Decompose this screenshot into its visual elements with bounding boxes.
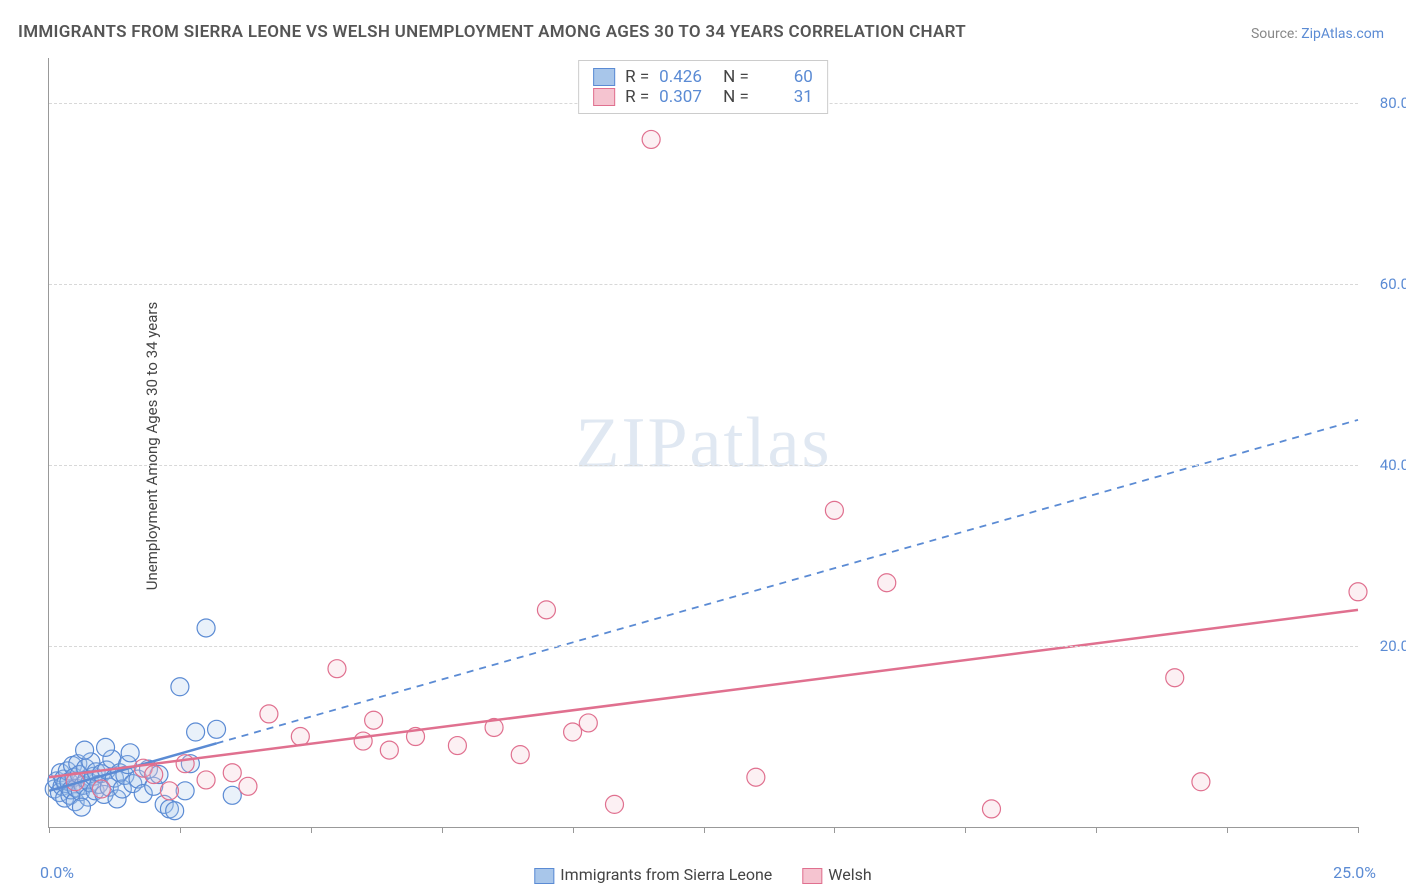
x-axis-min-label: 0.0% bbox=[40, 863, 74, 882]
data-point bbox=[239, 777, 257, 795]
data-point bbox=[97, 738, 115, 756]
data-point bbox=[1166, 669, 1184, 687]
data-point bbox=[223, 764, 241, 782]
data-point bbox=[564, 723, 582, 741]
data-point bbox=[121, 744, 139, 762]
r-value: 0.426 bbox=[659, 67, 713, 87]
chart-container: IMMIGRANTS FROM SIERRA LEONE VS WELSH UN… bbox=[0, 0, 1406, 892]
gridline-h bbox=[49, 646, 1358, 647]
y-tick-label: 40.0% bbox=[1380, 456, 1406, 474]
y-tick-label: 60.0% bbox=[1380, 275, 1406, 293]
series-legend-item: Welsh bbox=[802, 865, 871, 884]
data-point bbox=[1349, 583, 1367, 601]
data-point bbox=[291, 728, 309, 746]
stats-legend-row: R = 0.307 N = 31 bbox=[593, 87, 813, 107]
trendline bbox=[217, 420, 1358, 743]
data-point bbox=[92, 780, 110, 798]
data-point bbox=[642, 130, 660, 148]
source-attribution: Source: ZipAtlas.com bbox=[1251, 26, 1384, 42]
n-value: 31 bbox=[759, 87, 813, 107]
data-point bbox=[579, 714, 597, 732]
data-point bbox=[380, 741, 398, 759]
data-point bbox=[197, 771, 215, 789]
data-point bbox=[354, 732, 372, 750]
x-tick bbox=[311, 827, 312, 833]
plot-area: ZIPatlas 20.0%40.0%60.0%80.0% bbox=[48, 58, 1358, 828]
data-point bbox=[825, 501, 843, 519]
data-point bbox=[76, 741, 94, 759]
y-tick-label: 80.0% bbox=[1380, 94, 1406, 112]
x-tick bbox=[180, 827, 181, 833]
gridline-h bbox=[49, 284, 1358, 285]
gridline-h bbox=[49, 465, 1358, 466]
y-tick-label: 20.0% bbox=[1380, 637, 1406, 655]
data-point bbox=[260, 705, 278, 723]
data-point bbox=[328, 660, 346, 678]
data-point bbox=[223, 786, 241, 804]
data-point bbox=[171, 678, 189, 696]
data-point bbox=[208, 720, 226, 738]
data-point bbox=[448, 737, 466, 755]
data-point bbox=[166, 802, 184, 820]
source-link[interactable]: ZipAtlas.com bbox=[1301, 26, 1384, 42]
x-axis-max-label: 25.0% bbox=[1333, 863, 1376, 882]
series-legend: Immigrants from Sierra Leone Welsh bbox=[534, 865, 871, 884]
data-point bbox=[747, 768, 765, 786]
n-label: N = bbox=[723, 87, 749, 107]
r-label: R = bbox=[625, 67, 649, 87]
r-label: R = bbox=[625, 87, 649, 107]
data-point bbox=[878, 574, 896, 592]
series-legend-item: Immigrants from Sierra Leone bbox=[534, 865, 772, 884]
chart-title: IMMIGRANTS FROM SIERRA LEONE VS WELSH UN… bbox=[18, 22, 966, 42]
trendline bbox=[49, 610, 1358, 777]
stats-legend-row: R = 0.426 N = 60 bbox=[593, 67, 813, 87]
data-point bbox=[982, 800, 1000, 818]
data-point bbox=[197, 619, 215, 637]
data-point bbox=[145, 766, 163, 784]
stats-legend: R = 0.426 N = 60 R = 0.307 N = 31 bbox=[578, 60, 828, 114]
data-point bbox=[511, 746, 529, 764]
x-tick bbox=[965, 827, 966, 833]
legend-swatch bbox=[534, 868, 554, 884]
x-tick bbox=[1227, 827, 1228, 833]
data-point bbox=[72, 798, 90, 816]
scatter-svg bbox=[49, 58, 1358, 827]
series-legend-label: Immigrants from Sierra Leone bbox=[560, 865, 772, 884]
n-value: 60 bbox=[759, 67, 813, 87]
legend-swatch bbox=[802, 868, 822, 884]
data-point bbox=[605, 795, 623, 813]
n-label: N = bbox=[723, 67, 749, 87]
data-point bbox=[537, 601, 555, 619]
data-point bbox=[365, 711, 383, 729]
x-tick bbox=[1096, 827, 1097, 833]
x-tick bbox=[442, 827, 443, 833]
x-tick bbox=[834, 827, 835, 833]
data-point bbox=[1192, 773, 1210, 791]
x-tick bbox=[49, 827, 50, 833]
data-point bbox=[187, 723, 205, 741]
series-legend-label: Welsh bbox=[828, 865, 871, 884]
legend-swatch bbox=[593, 68, 615, 86]
data-point bbox=[176, 755, 194, 773]
data-point bbox=[160, 782, 178, 800]
x-tick bbox=[704, 827, 705, 833]
source-prefix: Source: bbox=[1251, 26, 1301, 42]
x-tick bbox=[573, 827, 574, 833]
r-value: 0.307 bbox=[659, 87, 713, 107]
legend-swatch bbox=[593, 88, 615, 106]
x-tick bbox=[1358, 827, 1359, 833]
